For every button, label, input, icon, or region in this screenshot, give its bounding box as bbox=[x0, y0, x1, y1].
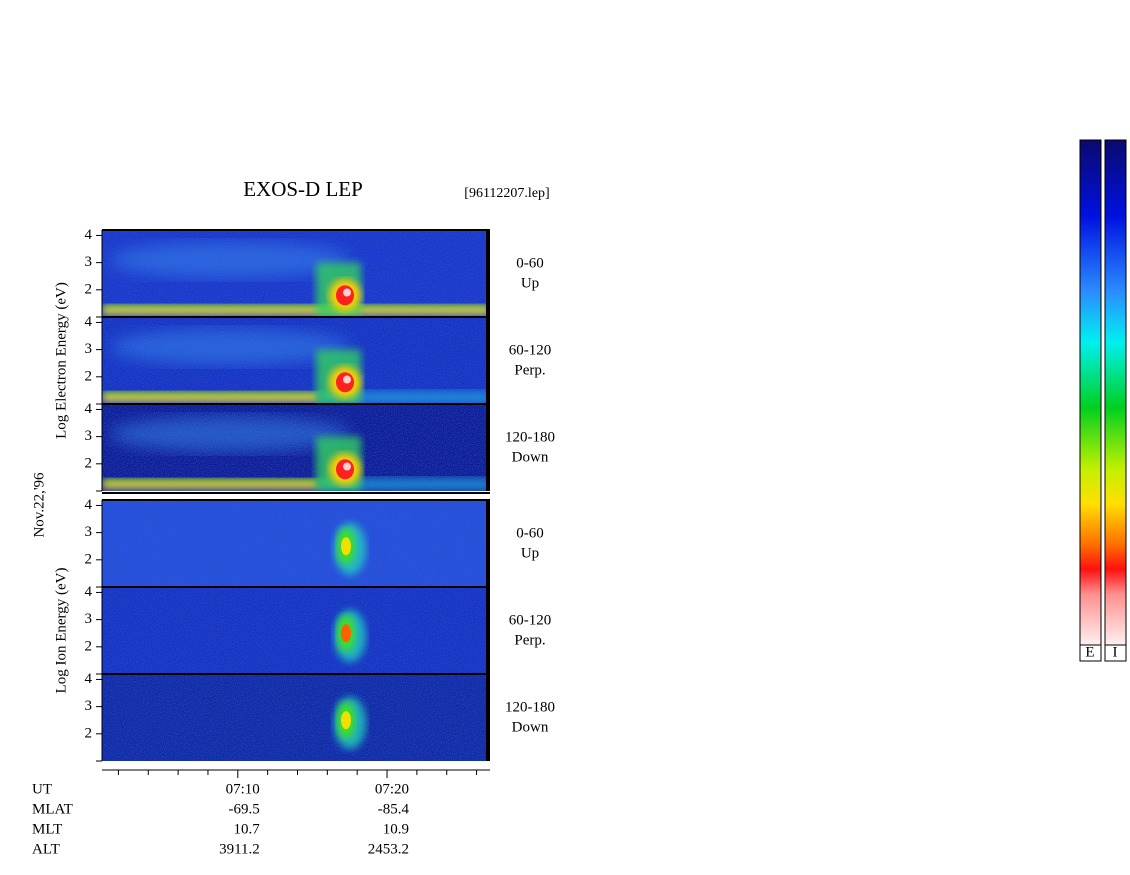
panel-noise bbox=[102, 674, 490, 761]
hot-peak bbox=[343, 462, 351, 471]
low-band-tail bbox=[320, 477, 490, 491]
ephemeris-value: 10.9 bbox=[383, 821, 409, 837]
panel-range: 60-120 bbox=[509, 612, 552, 628]
x-tick-label: 07:10 bbox=[226, 781, 260, 797]
panel-frame-right bbox=[486, 404, 490, 491]
colorbar bbox=[1104, 139, 1127, 646]
spectrogram-panel bbox=[102, 674, 490, 761]
colorbar-cap bbox=[1104, 644, 1127, 662]
y-axis-label: Log Electron Energy (eV) bbox=[53, 282, 69, 439]
panel-direction: Up bbox=[521, 275, 539, 291]
ephemeris-value: 10.7 bbox=[234, 821, 261, 837]
hot-core bbox=[341, 624, 351, 643]
hot-core bbox=[341, 711, 351, 730]
y-tick-label: 2 bbox=[85, 455, 93, 471]
hot-core bbox=[341, 537, 351, 556]
ephemeris-label: MLT bbox=[32, 821, 62, 837]
spectrogram-panel bbox=[102, 230, 490, 317]
colorbar bbox=[1079, 139, 1102, 646]
panel-frame-right bbox=[486, 674, 490, 761]
glow bbox=[110, 241, 350, 278]
y-tick-label: 3 bbox=[85, 524, 93, 540]
ephemeris-value: -85.4 bbox=[378, 801, 410, 817]
panel-frame-right bbox=[486, 500, 490, 587]
panel-range: 120-180 bbox=[505, 699, 555, 715]
y-tick-label: 4 bbox=[85, 584, 93, 600]
panel-frame-right bbox=[486, 317, 490, 404]
panel-noise bbox=[102, 587, 490, 674]
y-tick-label: 4 bbox=[85, 314, 93, 330]
panel-range: 60-120 bbox=[509, 342, 552, 358]
low-band-tail bbox=[320, 390, 490, 404]
ephemeris-label: MLAT bbox=[32, 801, 73, 817]
panel-range: 120-180 bbox=[505, 429, 555, 445]
spectrogram-panel bbox=[102, 500, 490, 587]
date-label: Nov.22,'96 bbox=[31, 472, 47, 538]
ephemeris-value: 2453.2 bbox=[368, 841, 409, 857]
y-tick-label: 4 bbox=[85, 401, 93, 417]
hot-peak bbox=[343, 375, 351, 384]
y-tick-label: 2 bbox=[85, 368, 93, 384]
low-band bbox=[102, 478, 320, 490]
colorbar-label: I bbox=[1113, 644, 1118, 660]
panel-direction: Up bbox=[521, 545, 539, 561]
y-tick-label: 4 bbox=[85, 227, 93, 243]
y-tick-label: 4 bbox=[85, 497, 93, 513]
spectrogram-panel bbox=[102, 587, 490, 674]
low-band bbox=[102, 304, 490, 316]
y-tick-label: 2 bbox=[85, 725, 93, 741]
ephemeris-value: 3911.2 bbox=[219, 841, 260, 857]
panel-noise bbox=[102, 500, 490, 587]
y-tick-label: 3 bbox=[85, 698, 93, 714]
ephemeris-label: UT bbox=[32, 781, 52, 797]
y-tick-label: 2 bbox=[85, 551, 93, 567]
panel-direction: Down bbox=[512, 719, 549, 735]
low-band bbox=[102, 391, 320, 403]
y-tick-label: 2 bbox=[85, 638, 93, 654]
spectrogram-panel bbox=[102, 317, 490, 404]
y-tick-label: 4 bbox=[85, 671, 93, 687]
panel-direction: Down bbox=[512, 449, 549, 465]
ephemeris-label: ALT bbox=[32, 841, 60, 857]
panel-direction: Perp. bbox=[514, 362, 545, 378]
panel-range: 0-60 bbox=[516, 525, 544, 541]
y-tick-label: 3 bbox=[85, 611, 93, 627]
y-tick-label: 2 bbox=[85, 281, 93, 297]
panel-frame-right bbox=[486, 587, 490, 674]
colorbar-cap bbox=[1079, 644, 1102, 662]
ephemeris-value: -69.5 bbox=[229, 801, 260, 817]
colorbar-label: E bbox=[1085, 644, 1094, 660]
panel-range: 0-60 bbox=[516, 255, 544, 271]
glow bbox=[110, 415, 350, 452]
hot-peak bbox=[343, 288, 351, 297]
y-tick-label: 3 bbox=[85, 341, 93, 357]
panel-direction: Perp. bbox=[514, 632, 545, 648]
y-tick-label: 3 bbox=[85, 254, 93, 270]
file-name: [96112207.lep] bbox=[464, 186, 549, 201]
panel-frame-right bbox=[486, 230, 490, 317]
y-tick-label: 3 bbox=[85, 428, 93, 444]
x-tick-label: 07:20 bbox=[375, 781, 409, 797]
spectrogram-panel bbox=[102, 404, 490, 491]
glow bbox=[110, 328, 350, 365]
chart-title: EXOS-D LEP bbox=[243, 177, 363, 201]
y-axis-label: Log Ion Energy (eV) bbox=[53, 568, 69, 694]
